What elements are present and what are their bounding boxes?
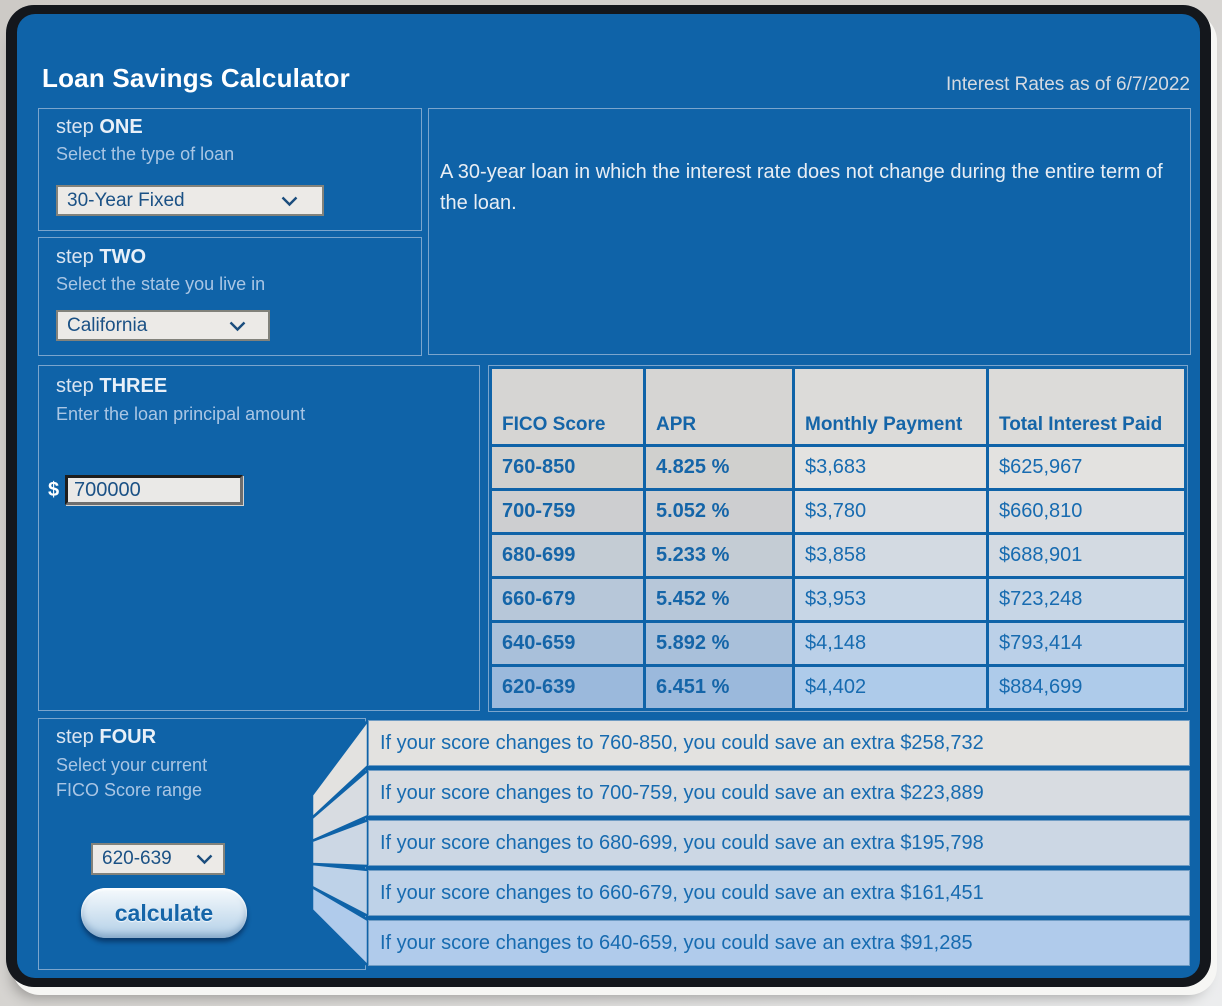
loan-type-value: 30-Year Fixed xyxy=(67,189,185,211)
state-select[interactable]: California xyxy=(56,310,270,341)
step-four-instruction-line2: FICO Score range xyxy=(56,780,203,800)
step-two-box: step TWO Select the state you live in Ca… xyxy=(38,237,422,356)
apr-cell: 5.233 % xyxy=(646,535,792,576)
fico-range-cell: 680-699 xyxy=(492,535,643,576)
step-number: TWO xyxy=(99,246,147,268)
monthly-payment-cell: $3,683 xyxy=(795,447,986,488)
page-title: Loan Savings Calculator xyxy=(42,63,351,93)
total-interest-cell: $688,901 xyxy=(989,535,1184,576)
step-four-label: step FOUR xyxy=(56,726,156,749)
fico-range-cell: 760-850 xyxy=(492,447,643,488)
apr-cell: 5.892 % xyxy=(646,623,792,664)
step-number: FOUR xyxy=(99,726,157,748)
column-header: FICO Score xyxy=(492,369,643,444)
savings-message: If your score changes to 660-679, you co… xyxy=(368,870,1190,916)
step-word: step xyxy=(56,375,94,397)
apr-cell: 4.825 % xyxy=(646,447,792,488)
step-one-label: step ONE xyxy=(56,116,143,139)
total-interest-cell: $793,414 xyxy=(989,623,1184,664)
total-interest-cell: $884,699 xyxy=(989,667,1184,708)
total-interest-cell: $660,810 xyxy=(989,491,1184,532)
principal-input[interactable] xyxy=(65,475,243,505)
step-four-box: step FOUR Select your current FICO Score… xyxy=(38,718,366,970)
fan-connector-graphic xyxy=(310,720,368,966)
chevron-down-icon xyxy=(196,854,213,865)
step-number: ONE xyxy=(99,116,143,138)
chevron-down-icon xyxy=(281,196,298,207)
step-three-label: step THREE xyxy=(56,375,167,398)
monthly-payment-cell: $3,953 xyxy=(795,579,986,620)
total-interest-cell: $723,248 xyxy=(989,579,1184,620)
savings-message: If your score changes to 640-659, you co… xyxy=(368,920,1190,966)
calculate-button[interactable]: calculate xyxy=(81,888,247,938)
savings-message: If your score changes to 680-699, you co… xyxy=(368,820,1190,866)
step-three-instruction: Enter the loan principal amount xyxy=(56,404,306,424)
savings-messages: If your score changes to 760-850, you co… xyxy=(368,720,1190,970)
monthly-payment-cell: $4,148 xyxy=(795,623,986,664)
fico-range-cell: 700-759 xyxy=(492,491,643,532)
column-header: Total Interest Paid xyxy=(989,369,1184,444)
apr-cell: 5.052 % xyxy=(646,491,792,532)
step-word: step xyxy=(56,726,94,748)
step-one-instruction: Select the type of loan xyxy=(56,144,235,164)
fico-range-cell: 640-659 xyxy=(492,623,643,664)
rates-date-note: Interest Rates as of 6/7/2022 xyxy=(946,74,1190,95)
apr-cell: 5.452 % xyxy=(646,579,792,620)
step-word: step xyxy=(56,246,94,268)
loan-description-box: A 30-year loan in which the interest rat… xyxy=(428,108,1191,355)
column-header: Monthly Payment xyxy=(795,369,986,444)
monthly-payment-cell: $3,858 xyxy=(795,535,986,576)
step-two-label: step TWO xyxy=(56,246,146,269)
monthly-payment-cell: $3,780 xyxy=(795,491,986,532)
savings-message: If your score changes to 760-850, you co… xyxy=(368,720,1190,766)
step-number: THREE xyxy=(99,375,168,397)
step-three-box: step THREE Enter the loan principal amou… xyxy=(38,365,480,711)
savings-message: If your score changes to 700-759, you co… xyxy=(368,770,1190,816)
total-interest-cell: $625,967 xyxy=(989,447,1184,488)
apr-cell: 6.451 % xyxy=(646,667,792,708)
step-two-instruction: Select the state you live in xyxy=(56,274,266,294)
step-four-instruction-line1: Select your current xyxy=(56,755,208,775)
currency-symbol: $ xyxy=(48,479,60,501)
step-word: step xyxy=(56,116,94,138)
fico-range-select[interactable]: 620-639 xyxy=(91,843,225,875)
fico-range-cell: 620-639 xyxy=(492,667,643,708)
loan-type-select[interactable]: 30-Year Fixed xyxy=(56,185,324,216)
fico-range-cell: 660-679 xyxy=(492,579,643,620)
step-one-box: step ONE Select the type of loan 30-Year… xyxy=(38,108,422,231)
chevron-down-icon xyxy=(229,321,246,332)
loan-description-text: A 30-year loan in which the interest rat… xyxy=(440,161,1163,214)
rate-table: FICO Score APR Monthly Payment Total Int… xyxy=(488,365,1188,712)
state-value: California xyxy=(67,314,148,336)
monthly-payment-cell: $4,402 xyxy=(795,667,986,708)
column-header: APR xyxy=(646,369,792,444)
fan-segment xyxy=(310,884,368,966)
fico-range-value: 620-639 xyxy=(102,848,172,869)
